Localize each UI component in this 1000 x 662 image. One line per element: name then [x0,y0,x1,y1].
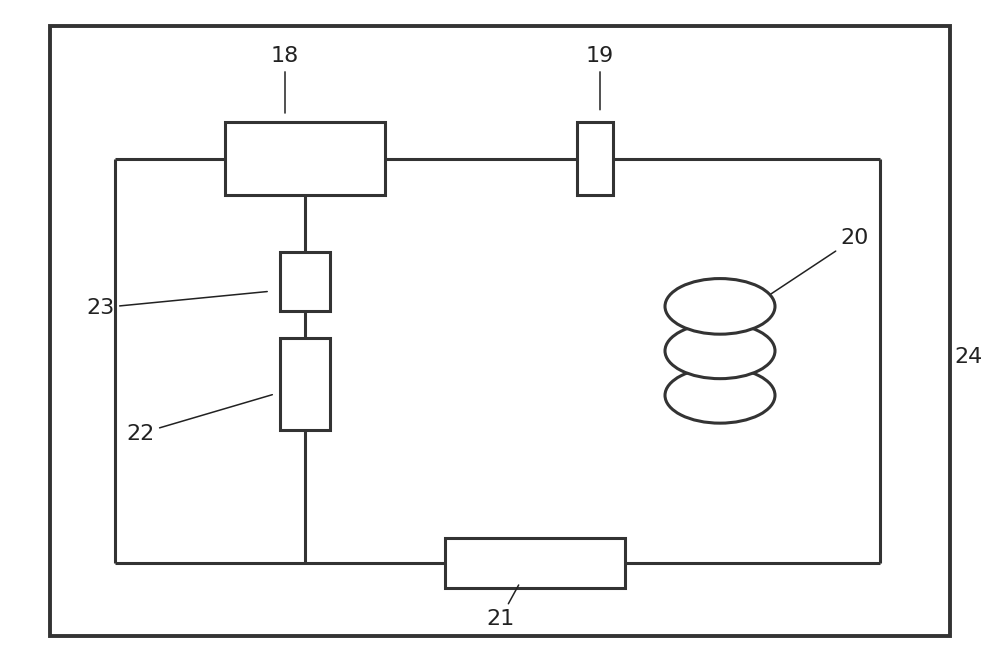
Text: 21: 21 [486,585,519,629]
Text: 22: 22 [126,395,272,444]
Bar [445,538,625,588]
Text: 20: 20 [732,228,869,320]
Ellipse shape [665,323,775,379]
Ellipse shape [665,367,775,423]
Bar [280,338,330,430]
Text: 24: 24 [954,348,982,367]
Bar [577,122,613,195]
Text: 19: 19 [586,46,614,110]
Bar [280,252,330,311]
Text: 18: 18 [271,46,299,113]
Text: 23: 23 [86,291,267,318]
Bar [225,122,385,195]
Ellipse shape [665,279,775,334]
